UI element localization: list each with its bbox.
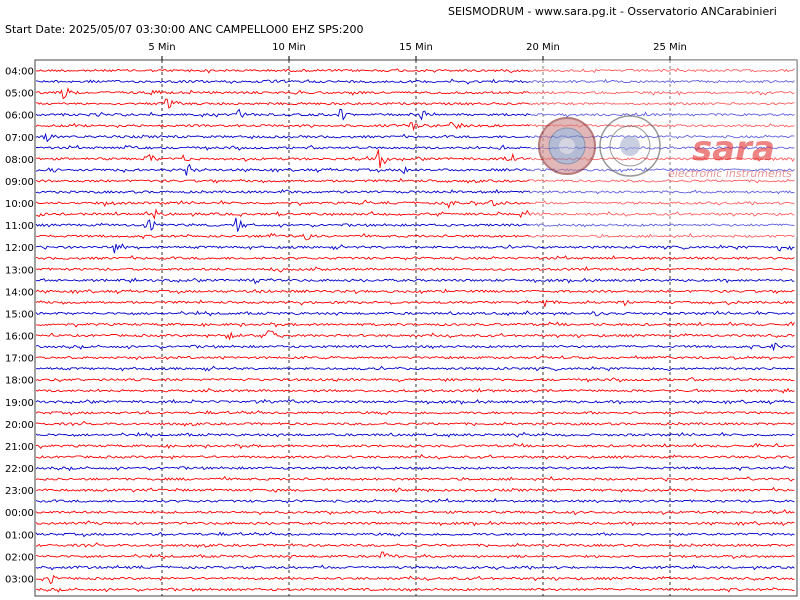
logo-tagline: electronic instruments xyxy=(668,167,792,180)
grid-layer xyxy=(161,56,671,596)
trace-row-23 xyxy=(35,321,795,328)
hour-label: 15:00 xyxy=(5,309,34,320)
hour-label: 07:00 xyxy=(5,133,34,144)
trace-row-15 xyxy=(35,232,795,241)
trace-row-6 xyxy=(35,132,795,143)
trace-row-2 xyxy=(35,87,795,100)
trace-row-14 xyxy=(35,217,795,232)
hour-label: 20:00 xyxy=(5,420,34,431)
observatory-seal-icon xyxy=(599,115,661,177)
trace-row-47 xyxy=(35,587,795,593)
trace-row-20 xyxy=(35,288,795,295)
trace-row-30 xyxy=(35,398,795,406)
trace-row-35 xyxy=(35,453,795,460)
hour-label: 09:00 xyxy=(5,177,34,188)
trace-row-33 xyxy=(35,431,795,438)
hour-label: 14:00 xyxy=(5,287,34,298)
hour-label: 17:00 xyxy=(5,354,34,365)
trace-row-1 xyxy=(36,78,795,85)
logo-brand: sara xyxy=(692,129,775,169)
hour-label: 06:00 xyxy=(5,111,34,122)
x-tick-label: 5 Min xyxy=(148,42,175,53)
trace-row-24 xyxy=(35,330,795,341)
hour-label: 19:00 xyxy=(5,398,34,409)
hour-label: 12:00 xyxy=(5,243,34,254)
x-tick-label: 10 Min xyxy=(272,42,306,53)
hour-labels: 04:00 05:00 06:00 07:00 08:00 09:00 10:00 11:00… xyxy=(5,67,34,586)
hour-label: 11:00 xyxy=(5,221,34,232)
trace-row-11 xyxy=(35,188,795,195)
x-tick-label: 20 Min xyxy=(526,42,560,53)
hour-label: 00:00 xyxy=(5,508,34,519)
hour-label: 01:00 xyxy=(5,530,34,541)
trace-row-21 xyxy=(35,299,795,307)
trace-row-25 xyxy=(35,342,795,352)
trace-row-36 xyxy=(35,465,795,472)
hour-label: 23:00 xyxy=(5,486,34,497)
trace-row-22 xyxy=(35,310,795,317)
trace-row-44 xyxy=(35,551,795,560)
carabinieri-seal-icon xyxy=(538,117,596,175)
trace-row-34 xyxy=(35,442,795,450)
hour-label: 03:00 xyxy=(5,574,34,585)
trace-row-39 xyxy=(35,497,795,504)
seismic-traces xyxy=(35,67,795,593)
trace-row-46 xyxy=(35,574,795,585)
hour-label: 16:00 xyxy=(5,332,34,343)
trace-row-41 xyxy=(35,520,795,527)
trace-row-0 xyxy=(35,67,795,74)
trace-row-32 xyxy=(35,420,795,427)
trace-row-27 xyxy=(35,365,795,372)
trace-row-8 xyxy=(35,149,795,168)
trace-row-10 xyxy=(35,177,795,184)
x-tick-label: 15 Min xyxy=(399,42,433,53)
trace-row-16 xyxy=(35,243,795,254)
hour-label: 08:00 xyxy=(5,155,34,166)
header-title: SEISMODRUM - www.sara.pg.it - Osservator… xyxy=(448,5,777,18)
trace-row-9 xyxy=(35,163,795,176)
hour-label: 05:00 xyxy=(5,89,34,100)
trace-row-31 xyxy=(35,409,795,416)
x-tick-labels: 5 Min 10 Min 15 Min 20 Min 25 Min xyxy=(148,42,686,53)
trace-row-38 xyxy=(35,486,795,493)
trace-row-45 xyxy=(35,564,795,571)
trace-row-18 xyxy=(35,265,795,273)
trace-row-3 xyxy=(35,98,795,109)
start-date-info: Start Date: 2025/05/07 03:30:00 ANC CAMP… xyxy=(5,23,364,36)
trace-row-17 xyxy=(35,255,795,261)
hour-label: 21:00 xyxy=(5,442,34,453)
hour-label: 13:00 xyxy=(5,265,34,276)
trace-row-19 xyxy=(35,277,795,285)
sara-logo: sara electronic instruments xyxy=(530,60,797,238)
hour-label: 02:00 xyxy=(5,552,34,563)
trace-row-5 xyxy=(35,121,795,132)
trace-row-7 xyxy=(36,144,795,151)
trace-row-4 xyxy=(35,108,795,121)
trace-row-13 xyxy=(35,208,795,220)
trace-row-43 xyxy=(35,542,795,549)
trace-row-12 xyxy=(35,199,795,209)
trace-row-28 xyxy=(35,376,795,383)
x-tick-label: 25 Min xyxy=(653,42,687,53)
trace-row-40 xyxy=(35,509,795,516)
hour-label: 22:00 xyxy=(5,464,34,475)
trace-row-29 xyxy=(35,387,795,394)
hour-label: 10:00 xyxy=(5,199,34,210)
trace-row-26 xyxy=(35,355,795,361)
trace-row-37 xyxy=(35,475,795,482)
trace-row-42 xyxy=(35,531,795,538)
hour-label: 18:00 xyxy=(5,376,34,387)
hour-label: 04:00 xyxy=(5,67,34,78)
